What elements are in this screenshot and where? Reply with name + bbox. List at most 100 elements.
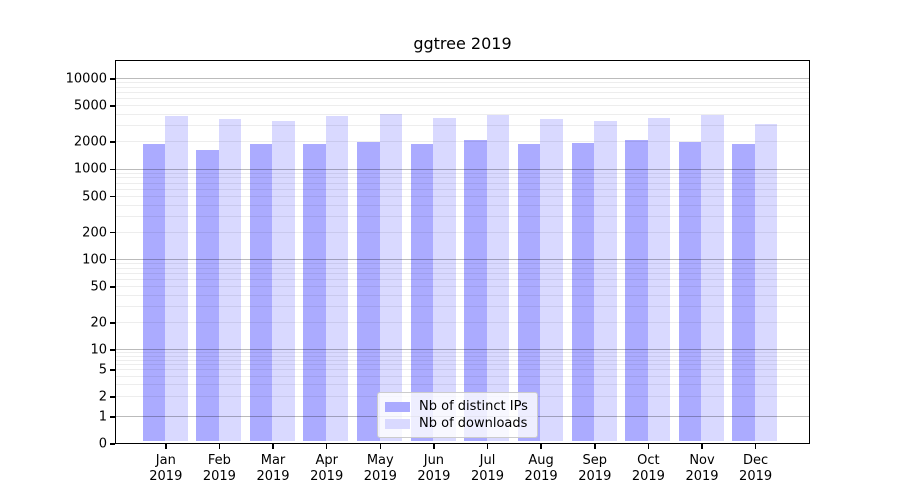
bar-aug-downloads <box>540 119 563 442</box>
y-tick-label: 2000 <box>73 134 107 150</box>
x-tick-mark <box>325 444 328 449</box>
y-tick-mark <box>110 443 115 445</box>
x-tick-label-sep: Sep 2019 <box>578 453 612 484</box>
bar-mar-distinct-ips <box>249 143 273 442</box>
bar-jan-downloads <box>165 116 188 442</box>
minor-gridline <box>116 182 809 184</box>
y-tick-label: 10000 <box>65 71 107 87</box>
bar-apr-distinct-ips <box>303 143 326 442</box>
legend: Nb of distinct IPs Nb of downloads <box>377 392 538 438</box>
bar-oct-distinct-ips <box>625 140 648 442</box>
legend-label-distinct-ips: Nb of distinct IPs <box>419 399 528 414</box>
y-tick-mark <box>110 416 115 418</box>
bar-jul-downloads <box>486 114 510 442</box>
bar-may-distinct-ips <box>357 142 380 442</box>
x-tick-label-apr: Apr 2019 <box>310 453 344 484</box>
minor-gridline <box>116 215 809 217</box>
minor-gridline <box>116 369 809 371</box>
x-tick-label-mar: Mar 2019 <box>256 453 290 484</box>
x-tick-label-jun: Jun 2019 <box>417 453 451 484</box>
bar-oct-downloads <box>647 118 671 442</box>
minor-gridline <box>116 364 809 366</box>
y-tick-mark <box>110 286 115 288</box>
y-tick-mark <box>110 369 115 371</box>
legend-item-distinct-ips: Nb of distinct IPs <box>385 398 528 415</box>
minor-gridline <box>116 105 809 107</box>
x-tick-label-dec: Dec 2019 <box>739 453 773 484</box>
bar-sep-distinct-ips <box>571 142 594 442</box>
x-tick-mark <box>594 444 596 449</box>
minor-gridline <box>116 322 809 323</box>
y-tick-mark <box>110 231 115 234</box>
minor-gridline <box>116 352 809 354</box>
y-tick-label: 100 <box>82 252 107 268</box>
y-tick-label: 1000 <box>73 161 107 177</box>
y-tick-label: 50 <box>90 279 107 295</box>
x-tick-label-aug: Aug 2019 <box>524 453 558 484</box>
y-tick-mark <box>110 258 115 261</box>
minor-gridline <box>116 306 809 308</box>
bar-jan-distinct-ips <box>142 143 165 442</box>
y-tick-mark <box>110 105 115 107</box>
minor-gridline <box>116 92 809 94</box>
minor-gridline <box>116 231 809 233</box>
x-tick-mark <box>165 444 167 449</box>
x-tick-mark <box>647 444 650 449</box>
y-tick-label: 500 <box>82 189 107 204</box>
minor-gridline <box>116 359 809 361</box>
major-gridline <box>116 258 809 260</box>
minor-gridline <box>116 355 809 357</box>
bar-may-downloads <box>379 114 402 442</box>
major-gridline <box>116 349 809 351</box>
y-tick-label: 20 <box>90 315 107 331</box>
minor-gridline <box>116 384 809 386</box>
legend-swatch-downloads <box>385 418 410 429</box>
minor-gridline <box>116 272 809 274</box>
y-tick-label: 10 <box>90 342 107 358</box>
y-tick-mark <box>110 322 115 324</box>
y-tick-label: 0 <box>98 436 107 452</box>
bar-mar-downloads <box>272 121 295 442</box>
bar-sep-downloads <box>594 121 617 442</box>
y-tick-label: 2 <box>98 389 107 405</box>
minor-gridline <box>116 278 809 280</box>
y-tick-label: 5 <box>98 362 107 378</box>
y-tick-mark <box>110 396 115 398</box>
x-tick-mark <box>433 444 435 449</box>
minor-gridline <box>116 172 809 174</box>
bar-feb-downloads <box>218 119 242 442</box>
minor-gridline <box>116 125 809 127</box>
bar-jun-distinct-ips <box>410 144 434 442</box>
minor-gridline <box>116 141 809 143</box>
major-gridline <box>116 168 809 170</box>
x-tick-mark <box>754 444 757 449</box>
legend-label-downloads: Nb of downloads <box>419 416 528 431</box>
bar-feb-distinct-ips <box>196 149 219 442</box>
minor-gridline <box>116 98 809 100</box>
x-tick-label-oct: Oct 2019 <box>631 453 665 484</box>
minor-gridline <box>116 188 809 190</box>
minor-gridline <box>116 195 809 197</box>
bar-dec-downloads <box>754 123 778 442</box>
minor-gridline <box>116 263 809 264</box>
y-tick-label: 5000 <box>73 98 107 114</box>
x-tick-label-nov: Nov 2019 <box>685 453 719 484</box>
x-tick-mark <box>540 444 542 449</box>
minor-gridline <box>116 267 809 269</box>
bar-jun-downloads <box>433 117 456 442</box>
minor-gridline <box>116 204 809 206</box>
x-tick-mark <box>379 444 381 449</box>
bar-aug-distinct-ips <box>517 143 541 442</box>
bar-nov-downloads <box>701 114 724 442</box>
y-tick-mark <box>110 195 115 198</box>
x-tick-label-may: May 2019 <box>363 453 397 484</box>
bar-nov-distinct-ips <box>678 141 702 442</box>
major-gridline <box>116 78 809 80</box>
y-tick-label: 200 <box>82 225 107 240</box>
x-tick-mark <box>272 444 274 449</box>
legend-swatch-distinct-ips <box>385 401 410 412</box>
minor-gridline <box>116 375 809 377</box>
y-tick-mark <box>110 141 115 143</box>
bar-dec-distinct-ips <box>732 144 755 442</box>
